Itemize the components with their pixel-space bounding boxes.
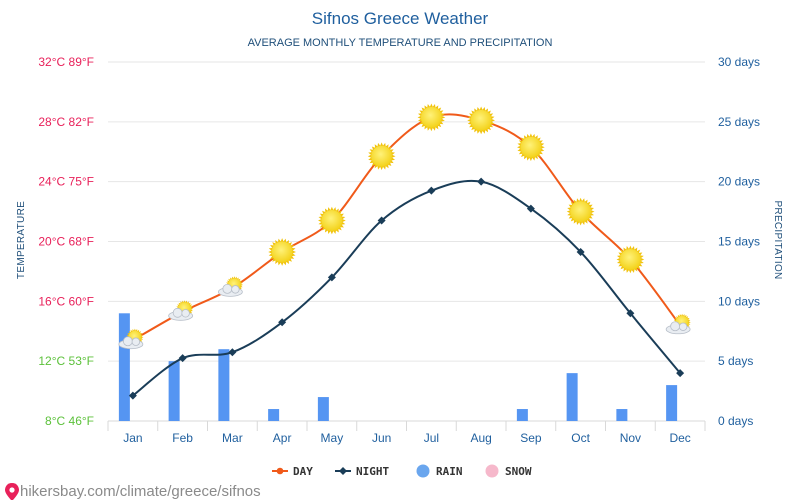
rain-bar [616,409,628,421]
x-tick-label: Dec [669,431,690,445]
night-point [178,354,187,363]
night-point [327,273,336,282]
legend-marker-dot [276,467,284,475]
x-tick-label: Jun [372,431,391,445]
sun-icon [467,106,495,135]
night-point [526,204,535,213]
night-point [427,186,436,195]
rain-bars [118,313,678,421]
y-right-tick-label: 10 days [718,294,760,308]
legend: DAY NIGHT RAIN SNOW [272,464,532,479]
y-left-tick-label: 20°C 68°F [38,235,94,249]
y-left-tick-label: 28°C 82°F [38,115,94,129]
x-tick-label: Jul [424,431,439,445]
rain-bar [317,397,329,421]
day-line [132,113,681,342]
y-left-tick-label: 16°C 60°F [38,294,94,308]
sun-icon [318,206,346,235]
rain-bar [218,349,230,421]
y-left-tick-label: 12°C 53°F [38,354,94,368]
legend-label: SNOW [505,465,532,478]
sun-icon [417,103,446,132]
sun-cloud-icon [665,313,691,335]
chart-subtitle: AVERAGE MONTHLY TEMPERATURE AND PRECIPIT… [248,37,553,49]
rain-bar [118,313,130,421]
y-right-tick-label: 20 days [718,175,760,189]
sun-icon [268,238,296,266]
night-point [676,369,685,378]
chart-title: Sifnos Greece Weather [312,9,489,28]
x-tick-label: Mar [222,431,243,445]
night-point [626,309,635,318]
rain-bar [666,385,678,421]
x-tick-label: May [321,431,344,445]
map-pin-icon [5,483,19,500]
y-right-tick-label: 25 days [718,115,760,129]
source-credit[interactable]: hikersbay.com/climate/greece/sifnos [5,483,261,500]
y-left-tick-label: 32°C 89°F [38,55,94,69]
night-point [278,318,287,327]
legend-item-night[interactable]: NIGHT [335,465,389,478]
sun-icon [566,197,595,226]
rain-bar [516,409,528,421]
sun-cloud-icon [217,276,243,297]
right-axis-ticks: 30 days 25 days 20 days 15 days 10 days 5 day… [718,55,760,428]
night-point [576,247,585,256]
sun-cloud-icon [118,328,144,350]
x-axis-ticks: Jan Feb Mar Apr May Jun Jul Aug Sep Oct Nov Dec [107,420,706,445]
night-point [377,216,386,225]
x-tick-label: Aug [470,431,491,445]
left-axis-ticks: 32°C 89°F 28°C 82°F 24°C 75°F 20°C 68°F 16°C… [38,55,94,428]
x-tick-label: Jan [123,431,142,445]
sun-icon [616,245,645,274]
sun-icon [367,142,396,171]
y-left-tick-label: 24°C 75°F [38,175,94,189]
y-right-tick-label: 15 days [718,235,760,249]
sun-cloud-icon [168,300,194,321]
x-tick-label: Feb [172,431,193,445]
y-right-tick-label: 5 days [718,354,753,368]
y-right-tick-label: 0 days [718,414,753,428]
temperature-lines [128,113,685,400]
y-axis-left-title: TEMPERATURE [16,201,27,279]
rain-bar [268,409,280,421]
y-right-tick-label: 30 days [718,55,760,69]
legend-marker-circle [485,464,499,478]
grid-lines [108,61,705,422]
sun-icon [517,133,545,162]
weather-icons [118,103,691,350]
rain-bar [566,373,578,421]
night-point [477,177,486,186]
legend-item-day[interactable]: DAY [272,465,313,478]
legend-marker-circle [416,464,430,478]
night-point [128,391,137,400]
night-line [132,179,681,397]
rain-bar [168,361,180,421]
source-link[interactable]: hikersbay.com/climate/greece/sifnos [20,483,261,500]
legend-item-rain[interactable]: RAIN [416,464,463,479]
legend-marker-diamond [339,467,347,475]
legend-item-snow[interactable]: SNOW [485,464,532,479]
y-axis-right-title: PRECIPITATION [772,200,783,279]
night-point [228,348,237,357]
x-tick-label: Nov [620,431,641,445]
legend-label: RAIN [436,465,463,478]
y-left-tick-label: 8°C 46°F [45,414,94,428]
legend-label: NIGHT [356,465,389,478]
x-tick-label: Apr [273,431,292,445]
x-tick-label: Oct [571,431,590,445]
x-tick-label: Sep [520,431,542,445]
legend-label: DAY [293,465,313,478]
